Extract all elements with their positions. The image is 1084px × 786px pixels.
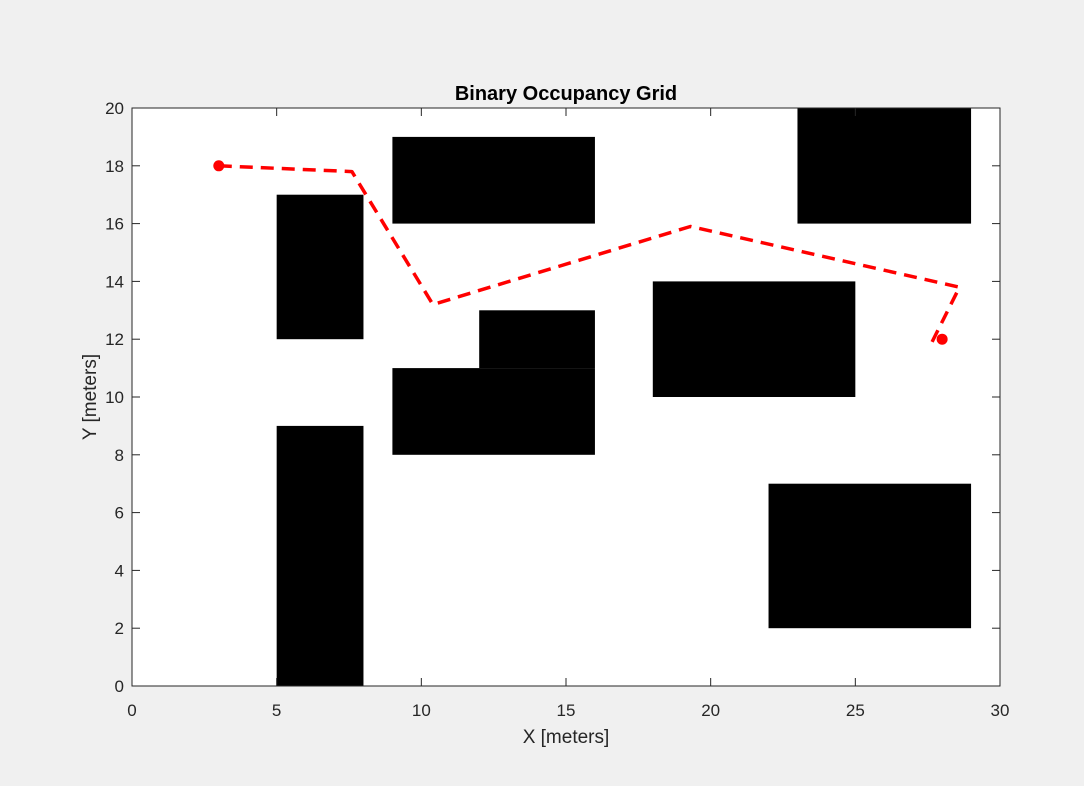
x-tick-label: 0 <box>127 701 136 720</box>
obstacle-block <box>479 310 595 369</box>
start-marker <box>213 160 225 172</box>
y-tick-label: 12 <box>105 330 124 349</box>
y-tick-label: 10 <box>105 388 124 407</box>
planned-path-line <box>218 164 962 346</box>
obstacle-block <box>276 194 364 340</box>
y-tick-label: 8 <box>115 446 124 465</box>
ticks-layer: 0 5 10 15 20 25 30 0 2 4 6 8 10 12 14 16 18 20 <box>105 99 1009 720</box>
x-tick-label: 15 <box>557 701 576 720</box>
y-tick-label: 6 <box>115 504 124 523</box>
chart-title: Binary Occupancy Grid <box>455 83 677 105</box>
y-tick-label: 20 <box>105 99 124 118</box>
y-tick-label: 14 <box>105 272 124 291</box>
obstacle-block <box>797 108 972 224</box>
x-tick-label: 30 <box>991 701 1010 720</box>
obstacle-block <box>768 483 972 629</box>
y-tick-label: 16 <box>105 215 124 234</box>
obstacle-block <box>392 136 595 224</box>
obstacles-layer <box>276 108 972 686</box>
goal-marker <box>936 333 948 345</box>
x-tick-label: 5 <box>272 701 281 720</box>
y-tick-label: 18 <box>105 157 124 176</box>
y-tick-label: 2 <box>115 619 124 638</box>
path-layer <box>213 160 962 346</box>
x-tick-label: 20 <box>701 701 720 720</box>
y-tick-label: 0 <box>115 677 124 696</box>
obstacle-block <box>392 368 595 455</box>
x-axis-label: X [meters] <box>523 727 610 748</box>
x-tick-label: 25 <box>846 701 865 720</box>
x-tick-label: 10 <box>412 701 431 720</box>
y-axis-label: Y [meters] <box>80 354 101 440</box>
obstacle-block <box>276 425 364 686</box>
obstacle-block <box>652 281 856 397</box>
y-tick-label: 4 <box>115 561 124 580</box>
